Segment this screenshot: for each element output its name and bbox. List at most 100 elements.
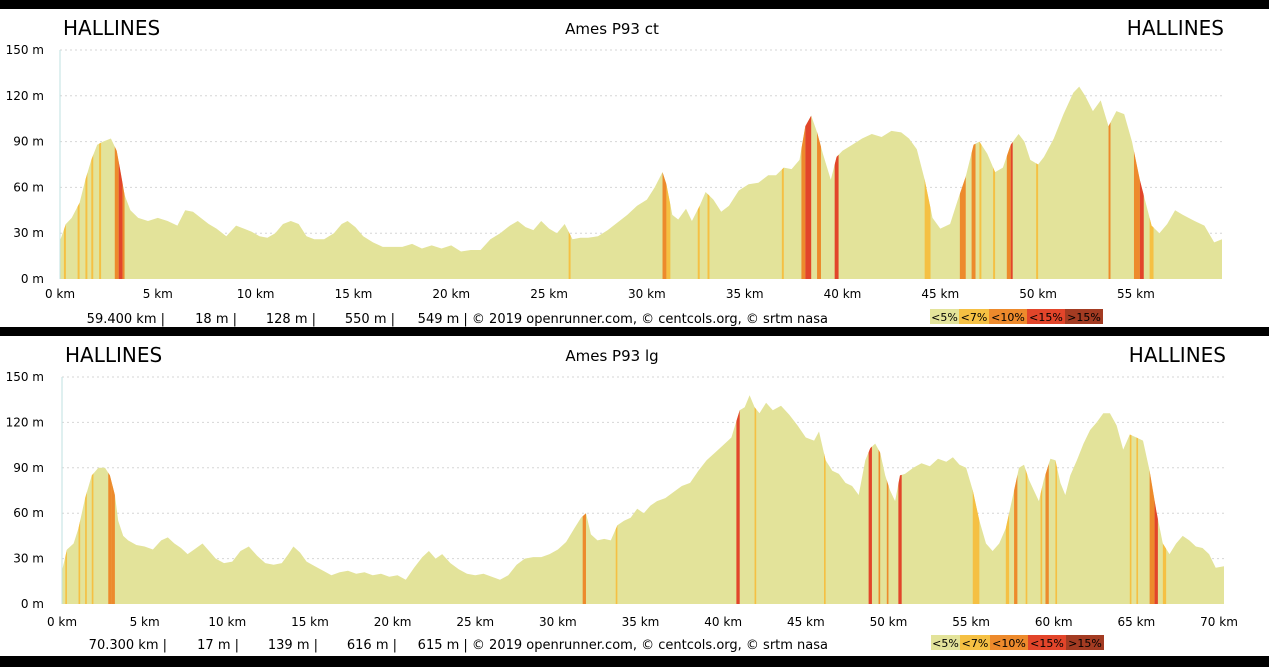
y-axis-ticks: 0 m 30 m 60 m 90 m 120 m 150 m	[6, 43, 44, 286]
x-tick-label: 5 km	[143, 287, 173, 301]
x-tick-label: 55 km	[952, 615, 990, 629]
grade-band	[114, 86, 119, 279]
x-tick-label: 45 km	[921, 287, 959, 301]
x-tick-label: 50 km	[1019, 287, 1057, 301]
grade-band	[1154, 395, 1158, 604]
route-stats: 70.300 km | 17 m | 139 m | 616 m | 615 m…	[89, 638, 828, 653]
y-tick-label: 30 m	[13, 226, 44, 240]
x-tick-label: 10 km	[237, 287, 275, 301]
grade-band	[1108, 86, 1111, 279]
legend-label: <7%	[962, 637, 989, 650]
x-tick-label: 40 km	[824, 287, 862, 301]
legend-label: <7%	[961, 311, 988, 324]
legend-label: <10%	[992, 637, 1026, 650]
grade-band	[1036, 86, 1039, 279]
stat-ascent: 616 m |	[347, 638, 397, 653]
stat-max-altitude: 128 m |	[266, 312, 316, 327]
y-tick-label: 60 m	[13, 180, 44, 194]
legend-swatch	[1028, 635, 1066, 650]
x-tick-label: 20 km	[374, 615, 412, 629]
grade-band	[1149, 395, 1155, 604]
x-tick-label: 55 km	[1117, 287, 1155, 301]
grade-band	[868, 395, 872, 604]
x-tick-label: 30 km	[539, 615, 577, 629]
legend-swatch	[990, 635, 1028, 650]
grade-band	[1133, 86, 1140, 279]
legend-label: <5%	[932, 637, 959, 650]
x-axis-ticks: 0 km 5 km 10 km 15 km 20 km 25 km 30 km 35 km 40…	[47, 615, 1238, 629]
grade-band	[878, 395, 881, 604]
grade-band	[99, 86, 102, 279]
end-label: HALLINES	[1127, 16, 1224, 40]
y-tick-label: 120 m	[6, 89, 44, 103]
grade-band	[78, 395, 81, 604]
elevation-panel-ct: 0 m 30 m 60 m 90 m 120 m 150 m 0 km 5 km 10 km 1…	[0, 9, 1269, 327]
elevation-area	[60, 86, 1222, 279]
grade-band	[1055, 395, 1058, 604]
legend-label: <15%	[1030, 637, 1064, 650]
grade-band	[1045, 395, 1049, 604]
grade-band	[898, 395, 902, 604]
chart-title: Ames P93 lg	[565, 347, 658, 365]
grade-band	[1162, 395, 1167, 604]
y-tick-label: 0 m	[21, 597, 44, 611]
legend-swatch	[1027, 309, 1065, 324]
x-tick-label: 0 km	[47, 615, 77, 629]
grade-band	[823, 395, 826, 604]
grade-band	[834, 86, 839, 279]
stat-min-altitude: 17 m |	[197, 638, 239, 653]
grade-band	[666, 86, 671, 279]
grade-band	[736, 395, 740, 604]
grade-band	[91, 86, 94, 279]
grade-band	[993, 86, 996, 279]
end-label: HALLINES	[1129, 343, 1226, 367]
grade-band	[108, 395, 112, 604]
grade-legend: <5% <7% <10% <15% >15%	[930, 309, 1103, 324]
grade-band	[972, 395, 980, 604]
y-tick-label: 60 m	[13, 506, 44, 520]
grade-band	[1014, 395, 1018, 604]
x-tick-label: 65 km	[1118, 615, 1156, 629]
grade-band	[85, 395, 87, 604]
start-label: HALLINES	[63, 16, 160, 40]
x-tick-label: 70 km	[1200, 615, 1238, 629]
y-axis-ticks: 0 m 30 m 60 m 90 m 120 m 150 m	[6, 370, 44, 611]
grade-band	[85, 86, 88, 279]
elevation-profile	[62, 395, 1224, 604]
grade-band	[886, 395, 889, 604]
y-tick-label: 0 m	[21, 272, 44, 286]
x-tick-label: 15 km	[335, 287, 373, 301]
grade-band	[1136, 395, 1139, 604]
stat-distance: 59.400 km |	[87, 312, 165, 327]
grade-band	[111, 395, 115, 604]
grade-band	[1129, 395, 1132, 604]
grade-band	[91, 395, 94, 604]
chart-title: Ames P93 ct	[565, 20, 659, 38]
stat-descent-credits: 549 m | © 2019 openrunner.com, © centcol…	[418, 312, 828, 327]
grade-band	[817, 86, 821, 279]
stat-descent-credits: 615 m | © 2019 openrunner.com, © centcol…	[418, 638, 828, 653]
grade-band	[801, 86, 806, 279]
legend-swatch	[959, 309, 989, 324]
grade-band	[615, 395, 618, 604]
x-tick-label: 35 km	[726, 287, 764, 301]
x-tick-label: 5 km	[130, 615, 160, 629]
y-tick-label: 120 m	[6, 415, 44, 429]
grade-band	[63, 86, 66, 279]
x-tick-label: 0 km	[45, 287, 75, 301]
grade-band	[77, 86, 80, 279]
x-tick-label: 60 km	[1035, 615, 1073, 629]
y-tick-label: 90 m	[13, 461, 44, 475]
grade-band	[1010, 86, 1013, 279]
x-tick-label: 20 km	[432, 287, 470, 301]
legend-label: <5%	[931, 311, 958, 324]
legend-swatch	[1065, 309, 1103, 324]
grade-band	[662, 86, 667, 279]
grade-band	[1006, 86, 1011, 279]
grade-band	[1005, 395, 1010, 604]
legend-swatch	[960, 635, 990, 650]
grade-band	[118, 86, 123, 279]
grade-band	[971, 86, 976, 279]
x-tick-label: 50 km	[870, 615, 908, 629]
